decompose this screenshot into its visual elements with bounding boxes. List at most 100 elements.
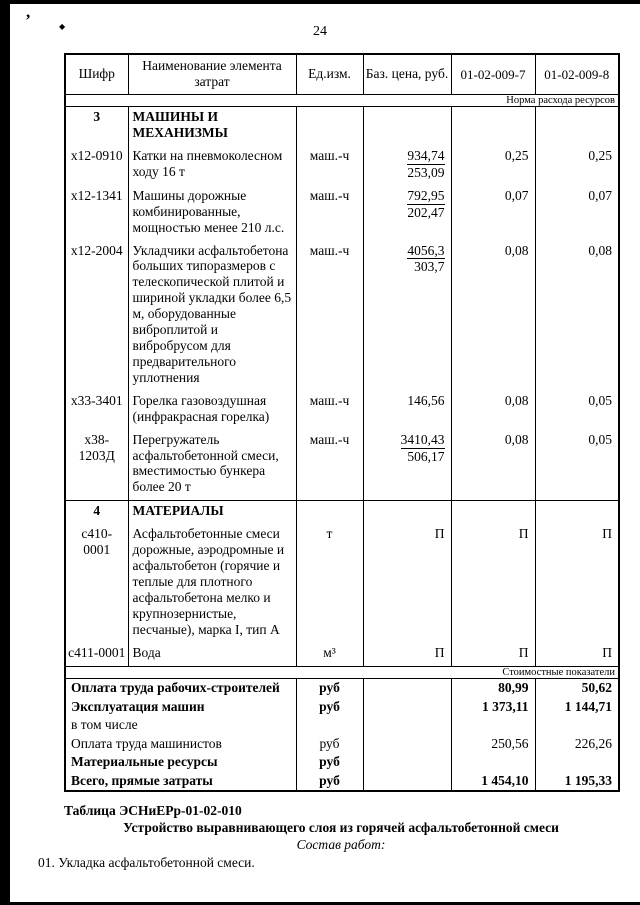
works-composition-label: Состав работ:: [296, 837, 386, 853]
summary-unit: [295, 716, 363, 735]
page-content: Шифр Наименование элемента затрат Ед.изм…: [38, 53, 620, 872]
summary-value-8: 226,26: [534, 734, 619, 754]
next-table-title: Устройство выравнивающего слоя из горяче…: [123, 820, 559, 836]
cell-unit: маш.-ч: [295, 185, 363, 241]
section-row-materials: 4 МАТЕРИАЛЫ: [64, 500, 619, 525]
cell-unit: маш.-ч: [295, 429, 363, 501]
summary-value-7: 250,56: [450, 734, 535, 754]
col-header-unit: Ед.изм.: [295, 54, 363, 95]
table-row: х33-3401 Горелка газовоздушная (инфракра…: [64, 390, 619, 430]
summary-unit: руб: [295, 753, 363, 772]
base-price-sub: 303,7: [414, 259, 445, 275]
section-row-machines: 3 МАШИНЫ И МЕХАНИЗМЫ: [64, 106, 619, 146]
cell-code: х33-3401: [64, 390, 128, 430]
note-row-resources: Норма расхода ресурсов: [64, 93, 619, 108]
cell-name: Машины дорожные комбинированные, мощност…: [127, 185, 296, 241]
summary-name: в том числе: [64, 716, 296, 735]
cell-norm-8: 0,07: [534, 185, 619, 241]
summary-name: Эксплуатация машин: [64, 697, 296, 717]
summary-value-7: 1 373,11: [450, 697, 535, 717]
cell-norm-7: 0,25: [450, 145, 535, 186]
cell-base-price: П: [362, 642, 451, 667]
cell-norm-7: П: [450, 642, 535, 667]
summary-row-including: в том числе: [64, 716, 619, 735]
table-row: х12-0910 Катки на пневмоколесном ходу 16…: [64, 145, 619, 186]
section-title: МАШИНЫ И МЕХАНИЗМЫ: [127, 106, 296, 146]
scan-edge-left: [0, 0, 10, 905]
summary-unit: руб: [295, 678, 363, 698]
summary-row-workers-pay: Оплата труда рабочих-строителей руб 80,9…: [64, 678, 619, 698]
summary-name: Материальные ресурсы: [64, 753, 296, 772]
base-price-sub: 253,09: [407, 164, 445, 180]
note-resources-label: Норма расхода ресурсов: [64, 93, 619, 108]
col-header-name: Наименование элемента затрат: [127, 54, 296, 95]
base-price-main: 792,95: [407, 187, 445, 205]
cell-name: Горелка газовоздушная (инфракрасная горе…: [127, 390, 296, 430]
cell-name: Вода: [127, 642, 296, 667]
base-price-main: 934,74: [407, 147, 445, 165]
table-header-row: Шифр Наименование элемента затрат Ед.изм…: [64, 54, 619, 95]
summary-value-7: 1 454,10: [450, 771, 535, 792]
cell-name: Укладчики асфальтобетона больших типораз…: [127, 240, 296, 391]
summary-unit: руб: [295, 771, 363, 792]
cell-unit: маш.-ч: [295, 240, 363, 391]
col-header-shifr: Шифр: [64, 54, 128, 95]
cell-base-price: 792,95 202,47: [362, 185, 451, 241]
col-header-norm-01-02-009-8: 01-02-009-8: [534, 54, 619, 95]
note-row-cost: Стоимостные показатели: [64, 665, 619, 680]
cell-norm-7: П: [450, 524, 535, 643]
cell-norm-8: П: [534, 524, 619, 643]
section-title: МАТЕРИАЛЫ: [127, 500, 296, 525]
cell-norm-8: 0,05: [534, 429, 619, 501]
summary-row-total-direct-costs: Всего, прямые затраты руб 1 454,10 1 195…: [64, 771, 619, 792]
table-row: х12-1341 Машины дорожные комбинированные…: [64, 185, 619, 241]
summary-value-7: [450, 753, 535, 772]
cell-norm-7: 0,08: [450, 429, 535, 501]
section-number: 3: [64, 106, 128, 146]
summary-row-material-resources: Материальные ресурсы руб: [64, 753, 619, 772]
summary-value-7: 80,99: [450, 678, 535, 698]
scan-edge-bottom: [0, 902, 640, 905]
scan-artifact-dot: ◆: [59, 22, 66, 31]
base-price-main: 4056,3: [407, 242, 445, 260]
summary-unit: руб: [295, 734, 363, 754]
cell-code: с411-0001: [64, 642, 128, 667]
summary-value-8: [534, 716, 619, 735]
cell-norm-7: 0,07: [450, 185, 535, 241]
summary-row-machine-operation: Эксплуатация машин руб 1 373,11 1 144,71: [64, 697, 619, 717]
cell-base-price: 934,74 253,09: [362, 145, 451, 186]
cell-base-price: П: [362, 524, 451, 643]
scan-edge-top: [0, 0, 640, 4]
table-row: х12-2004 Укладчики асфальтобетона больши…: [64, 240, 619, 391]
cell-name: Асфальтобетонные смеси дорожные, аэродро…: [127, 524, 296, 643]
note-cost-label: Стоимостные показатели: [64, 665, 619, 680]
cell-base-price: 4056,3 303,7: [362, 240, 451, 391]
cell-norm-8: П: [534, 642, 619, 667]
cell-base-price: 3410,43 506,17: [362, 429, 451, 501]
estimate-table: Шифр Наименование элемента затрат Ед.изм…: [64, 53, 620, 793]
table-row: с411-0001 Вода м³ П П П: [64, 642, 619, 667]
summary-name: Оплата труда машинистов: [64, 734, 296, 754]
section-number: 4: [64, 500, 128, 525]
base-price-main: П: [434, 644, 445, 660]
cell-norm-7: 0,08: [450, 240, 535, 391]
base-price-main: П: [434, 526, 445, 542]
page-number: 24: [313, 24, 327, 39]
col-header-norm-01-02-009-7: 01-02-009-7: [450, 54, 535, 95]
summary-value-7: [450, 716, 535, 735]
cell-base-price: 146,56: [362, 390, 451, 430]
summary-value-8: 1 144,71: [534, 697, 619, 717]
cell-unit: м³: [295, 642, 363, 667]
table-row: х38-1203Д Перегружатель асфальтобетонной…: [64, 429, 619, 501]
col-header-base-price: Баз. цена, руб.: [362, 54, 451, 95]
cell-norm-7: 0,08: [450, 390, 535, 430]
summary-value-8: [534, 753, 619, 772]
next-table-label: Таблица ЭСНиЕРр-01-02-010: [64, 803, 242, 819]
summary-unit: руб: [295, 697, 363, 717]
cell-code: х38-1203Д: [64, 429, 128, 501]
summary-row-operators-pay: Оплата труда машинистов руб 250,56 226,2…: [64, 734, 619, 754]
works-item: 01. Укладка асфальтобетонной смеси.: [38, 855, 255, 871]
table-row: с410-0001 Асфальтобетонные смеси дорожны…: [64, 524, 619, 643]
cell-norm-8: 0,05: [534, 390, 619, 430]
